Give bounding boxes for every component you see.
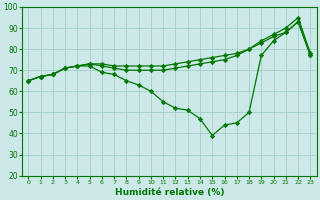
X-axis label: Humidité relative (%): Humidité relative (%) [115,188,224,197]
